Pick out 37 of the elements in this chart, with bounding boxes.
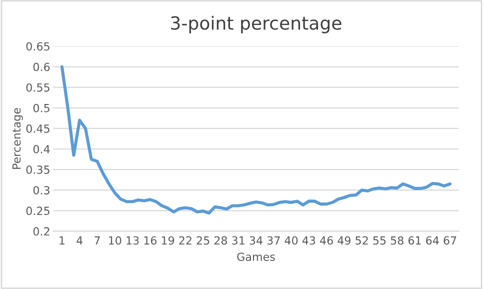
- x-tick-label: 37: [267, 236, 280, 245]
- x-axis-title: Games: [237, 252, 275, 261]
- x-tick-label: 46: [320, 236, 333, 245]
- x-tick-label: 55: [373, 236, 386, 245]
- y-tick-label: 0.55: [26, 83, 50, 92]
- x-tick-label: 22: [179, 236, 192, 245]
- x-tick-label: 67: [444, 236, 456, 245]
- line-series: [60, 65, 452, 215]
- x-tick-label: 49: [338, 236, 350, 245]
- y-tick-label: 0.35: [26, 166, 50, 174]
- x-tick-label: 1: [60, 236, 64, 245]
- x-tick-label: 7: [94, 236, 100, 245]
- x-tick-label: 19: [162, 236, 174, 245]
- y-tick-label: 0.3: [33, 186, 50, 194]
- x-tick-label: 40: [284, 236, 298, 245]
- chart-title: 3-point percentage: [171, 16, 342, 34]
- x-tick-label: 34: [250, 236, 262, 245]
- x-tick-label: 10: [109, 236, 122, 245]
- y-tick-label: 0.2: [33, 227, 50, 236]
- x-tick-label: 61: [408, 236, 421, 245]
- x-tick-label: 13: [126, 236, 139, 245]
- x-tick-label: 16: [144, 236, 157, 245]
- y-tick-label: 0.5: [33, 104, 50, 112]
- x-tick-label: 58: [390, 236, 404, 245]
- y-tick-label: 0.45: [26, 124, 50, 133]
- y-tick-label: 0.6: [33, 62, 50, 72]
- y-axis-title: Percentage: [12, 108, 23, 169]
- y-tick-label: 0.65: [26, 42, 50, 51]
- x-tick-label: 52: [356, 236, 368, 245]
- y-tick-label: 0.4: [33, 144, 50, 154]
- x-tick-label: 31: [232, 236, 244, 245]
- x-tick-label: 28: [214, 236, 228, 245]
- x-tick-label: 25: [196, 236, 210, 245]
- x-tick-label: 43: [302, 236, 316, 245]
- x-tick-label: 64: [426, 236, 439, 245]
- y-tick-label: 0.25: [26, 206, 50, 216]
- x-tick-label: 4: [76, 236, 82, 245]
